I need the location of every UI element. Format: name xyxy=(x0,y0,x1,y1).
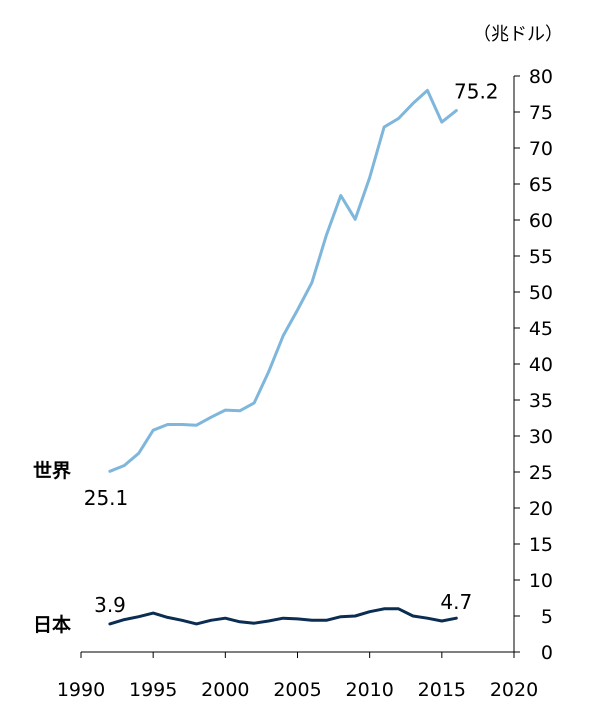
y-tick-label: 35 xyxy=(529,390,553,412)
y-tick-label: 20 xyxy=(529,498,553,520)
world-start-label: 25.1 xyxy=(84,486,129,510)
x-tick-label: 2015 xyxy=(418,679,466,701)
y-tick-label: 15 xyxy=(529,534,553,556)
y-tick-label: 30 xyxy=(529,426,553,448)
series-line-1 xyxy=(108,607,458,626)
y-tick-label: 75 xyxy=(529,102,553,124)
x-tick-label: 2000 xyxy=(201,679,249,701)
y-tick-label: 65 xyxy=(529,174,553,196)
y-tick-label: 5 xyxy=(541,606,553,628)
y-tick-label: 25 xyxy=(529,462,553,484)
y-tick-label: 80 xyxy=(529,66,553,88)
series-layer xyxy=(108,88,458,626)
x-tick-label: 2020 xyxy=(490,679,538,701)
series-name-japan: 日本 xyxy=(33,613,71,636)
japan-start-label: 3.9 xyxy=(94,593,126,617)
y-tick-label: 55 xyxy=(529,246,553,268)
y-tick-label: 10 xyxy=(529,570,553,592)
y-tick-label: 50 xyxy=(529,282,553,304)
x-tick-label: 1995 xyxy=(129,679,177,701)
y-tick-label: 60 xyxy=(529,210,553,232)
world-end-label: 75.2 xyxy=(454,80,499,104)
japan-end-label: 4.7 xyxy=(440,590,472,614)
label-layer: 世界 25.1 75.2 日本 3.9 4.7 xyxy=(33,80,499,636)
y-tick-label: 40 xyxy=(529,354,553,376)
series-name-world: 世界 xyxy=(33,460,71,482)
series-line-0 xyxy=(108,88,458,473)
y-tick-label: 45 xyxy=(529,318,553,340)
y-axis: 0 5 10 15 20 25 30 35 40 45 50 55 60 65 70 75 80 xyxy=(513,66,553,664)
x-axis: 1990 1995 2000 2005 2010 2015 2020 xyxy=(57,651,538,701)
y-tick-label: 70 xyxy=(529,138,553,160)
y-tick-label: 0 xyxy=(541,642,553,664)
x-tick-label: 2010 xyxy=(345,679,393,701)
x-tick-label: 1990 xyxy=(57,679,105,701)
x-tick-label: 2005 xyxy=(273,679,321,701)
unit-label: （兆ドル） xyxy=(473,24,563,45)
